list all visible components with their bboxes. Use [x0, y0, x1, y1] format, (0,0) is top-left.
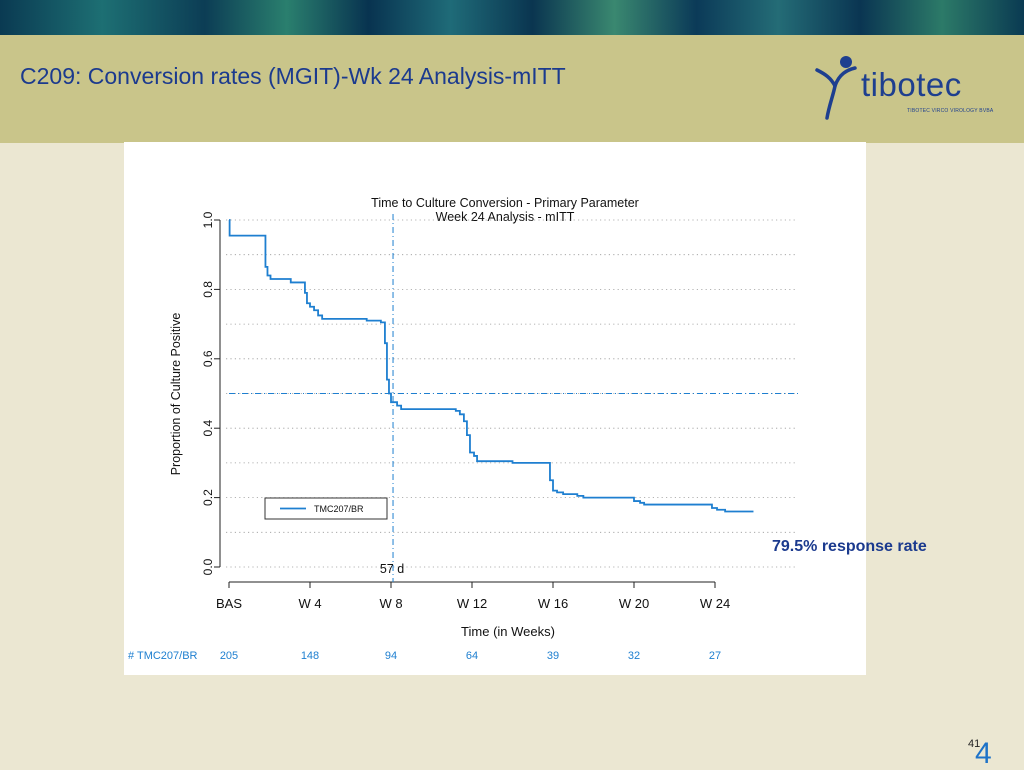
- logo-tagline: TIBOTEC VIRCO VIROLOGY BVBA: [907, 108, 994, 114]
- slide-title: C209: Conversion rates (MGIT)-Wk 24 Anal…: [20, 63, 566, 89]
- series-lines: [228, 219, 754, 513]
- at-risk-table: # TMC207/BR 205 148 94 64 39 32 27: [128, 650, 721, 662]
- at-risk-count: 205: [220, 650, 238, 662]
- response-rate-note: 79.5% response rate: [772, 538, 927, 555]
- x-tick-label: W 4: [298, 596, 321, 611]
- x-tick-label: W 12: [457, 596, 487, 611]
- legend-label: TMC207/BR: [314, 504, 364, 514]
- decorative-header-strip: [0, 0, 1024, 35]
- page-number: 41: [968, 738, 981, 750]
- chart-title: Time to Culture Conversion - Primary Par…: [371, 196, 639, 210]
- median-time-label: 57 d: [380, 562, 404, 576]
- y-tick-label: 0.2: [201, 489, 215, 506]
- chart-subtitle: Week 24 Analysis - mITT: [436, 210, 575, 224]
- y-tick-label: 1.0: [201, 211, 215, 228]
- page-number-large: 4: [975, 737, 992, 770]
- at-risk-label: # TMC207/BR: [128, 650, 198, 662]
- x-axis-label: Time (in Weeks): [461, 624, 555, 639]
- series-line-tmc207-br: [228, 219, 754, 513]
- y-tick-label: 0.0: [201, 558, 215, 575]
- at-risk-count: 148: [301, 650, 319, 662]
- chart-legend: TMC207/BR: [264, 497, 388, 520]
- at-risk-count: 27: [709, 650, 721, 662]
- reference-lines: 57 d: [229, 214, 798, 582]
- at-risk-count: 39: [547, 650, 559, 662]
- legend-box: [264, 497, 388, 520]
- axes: 0.0 0.2 0.4 0.6 0.8 1.0 BAS W 4 W 8 W 12 W 16 W 20 W…: [201, 211, 730, 611]
- logo-wordmark: tibotec: [861, 66, 962, 103]
- at-risk-count: 32: [628, 650, 640, 662]
- x-tick-label: BAS: [216, 596, 242, 611]
- y-tick-label: 0.6: [201, 350, 215, 367]
- at-risk-count: 94: [385, 650, 397, 662]
- y-tick-label: 0.4: [201, 420, 215, 437]
- survival-chart: Time to Culture Conversion - Primary Par…: [128, 196, 798, 662]
- tibotec-logo: tibotec TIBOTEC VIRCO VIROLOGY BVBA: [813, 52, 993, 122]
- logo-figure-icon: [815, 56, 857, 120]
- y-axis-label: Proportion of Culture Positive: [169, 313, 183, 476]
- at-risk-count: 64: [466, 650, 478, 662]
- x-tick-label: W 20: [619, 596, 649, 611]
- x-tick-label: W 24: [700, 596, 730, 611]
- x-tick-label: W 8: [379, 596, 402, 611]
- chart-panel: Time to Culture Conversion - Primary Par…: [124, 142, 866, 675]
- title-band: [0, 35, 1024, 143]
- x-tick-label: W 16: [538, 596, 568, 611]
- y-tick-label: 0.8: [201, 281, 215, 298]
